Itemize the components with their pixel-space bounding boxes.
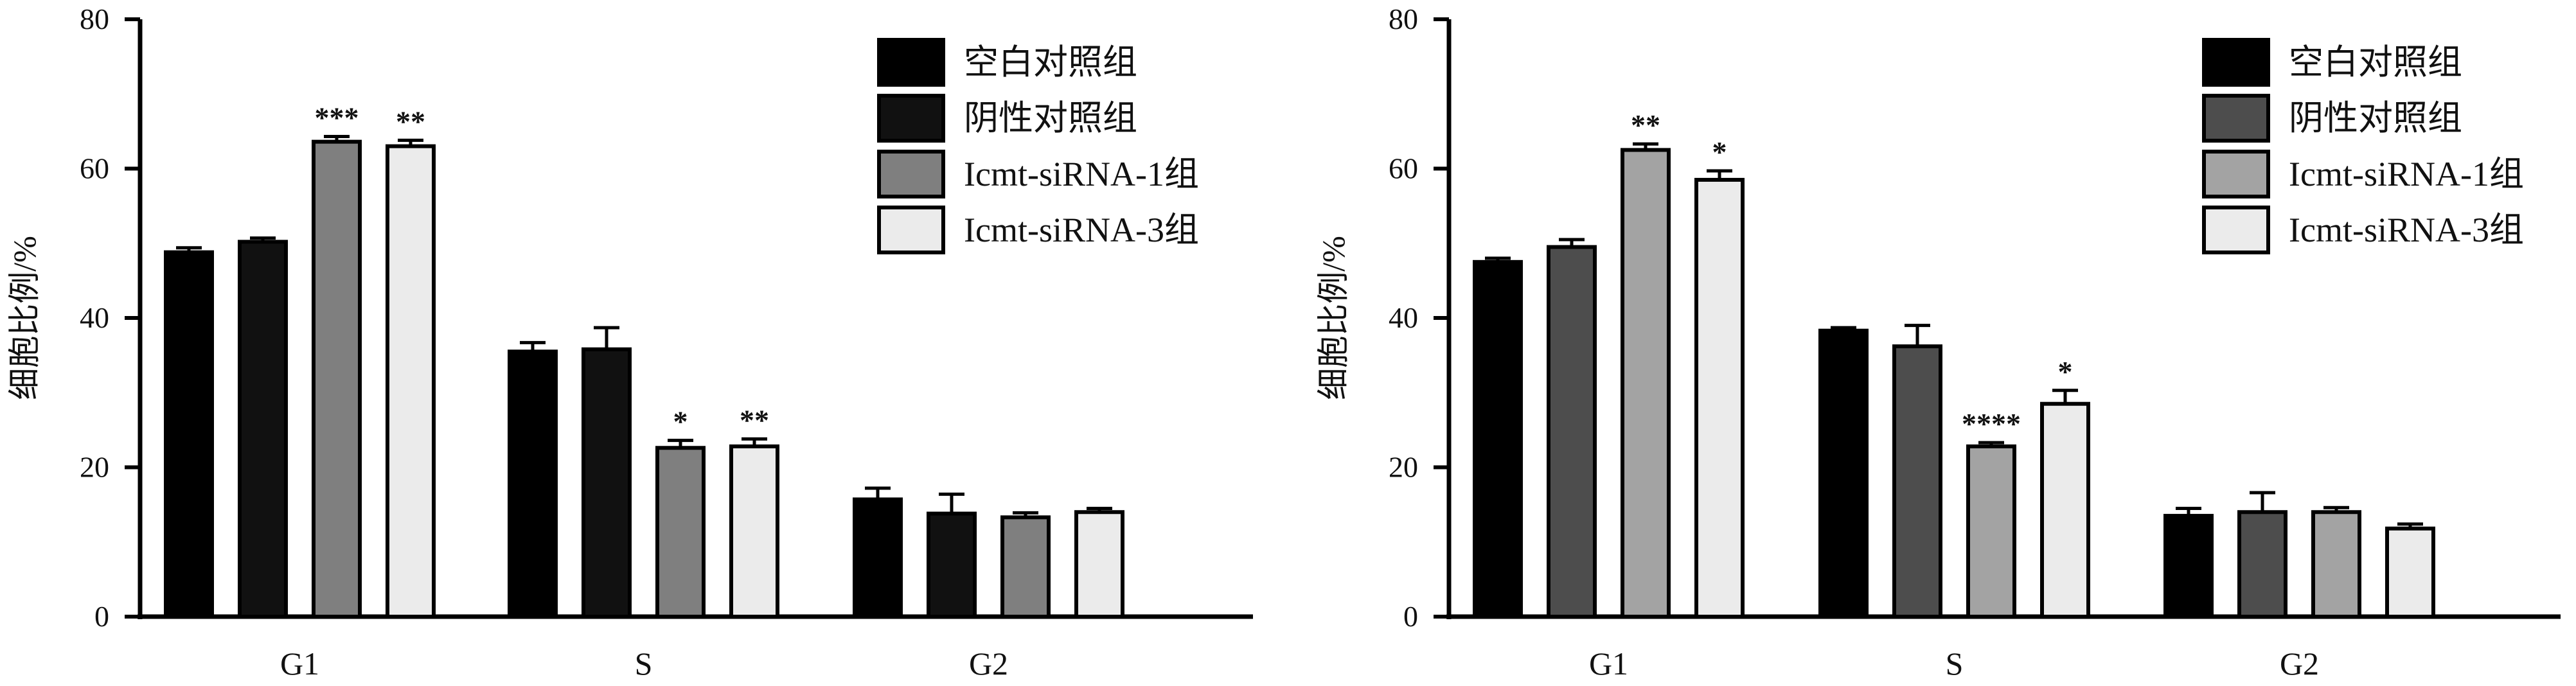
- bar: [2163, 514, 2214, 619]
- x-category-label: G2: [2280, 646, 2319, 682]
- legend-label: 阴性对照组: [2289, 99, 2462, 137]
- y-tick-label: 80: [80, 3, 109, 35]
- legend-swatch: [2202, 38, 2270, 87]
- legend-label: Icmt-siRNA-3组: [2289, 211, 2524, 249]
- legend-swatch: [877, 150, 945, 198]
- bar: [2237, 510, 2287, 619]
- legend-label: 阴性对照组: [964, 99, 1137, 137]
- bar: [655, 446, 706, 619]
- bar: [508, 349, 558, 619]
- x-category-label: S: [1946, 646, 1964, 682]
- y-tick-label: 40: [1389, 301, 1418, 334]
- y-axis-title: 细胞比例/%: [6, 236, 42, 400]
- bar: [1694, 177, 1745, 619]
- bar: [2311, 510, 2361, 619]
- significance-label: ****: [1962, 407, 2021, 440]
- x-category-label: G1: [280, 646, 319, 682]
- bar: [729, 444, 779, 619]
- y-tick-label: 60: [1389, 152, 1418, 185]
- y-tick-label: 20: [1389, 451, 1418, 484]
- significance-label: *: [673, 405, 688, 438]
- bar: [927, 511, 977, 619]
- legend-swatch: [877, 94, 945, 143]
- bar: [1892, 344, 1942, 619]
- y-tick-label: 20: [80, 451, 109, 484]
- x-category-label: G1: [1589, 646, 1628, 682]
- legend-label: Icmt-siRNA-3组: [964, 211, 1199, 249]
- bar: [1966, 444, 2016, 619]
- significance-label: *: [1712, 136, 1727, 168]
- bar: [238, 240, 288, 619]
- significance-label: **: [740, 403, 769, 436]
- bar: [1818, 328, 1869, 619]
- y-tick-label: 0: [1403, 600, 1418, 633]
- bar: [1000, 515, 1051, 619]
- x-category-label: G2: [969, 646, 1008, 682]
- legend-label: Icmt-siRNA-1组: [964, 155, 1199, 193]
- legend-label: 空白对照组: [964, 43, 1137, 82]
- legend-label: Icmt-siRNA-1组: [2289, 155, 2524, 193]
- legend-label: 空白对照组: [2289, 43, 2462, 82]
- bar: [1547, 245, 1597, 619]
- significance-label: ***: [315, 101, 359, 134]
- y-tick-label: 60: [80, 152, 109, 185]
- bar: [853, 497, 903, 619]
- significance-label: **: [396, 105, 425, 137]
- bar: [386, 144, 436, 619]
- legend-swatch: [2202, 206, 2270, 254]
- significance-label: **: [1631, 109, 1660, 141]
- y-axis-title: 细胞比例/%: [1315, 236, 1351, 400]
- x-category-label: S: [635, 646, 653, 682]
- y-tick-label: 40: [80, 301, 109, 334]
- bar: [2385, 526, 2435, 619]
- bar: [1473, 259, 1523, 619]
- y-tick-label: 80: [1389, 3, 1418, 35]
- legend-swatch: [877, 38, 945, 87]
- legend-swatch: [877, 206, 945, 254]
- y-tick-label: 0: [94, 600, 109, 633]
- bar: [312, 139, 362, 619]
- bar: [2040, 401, 2090, 619]
- bar: [164, 250, 214, 619]
- legend-swatch: [2202, 150, 2270, 198]
- bar: [1074, 510, 1124, 619]
- legend-swatch: [2202, 94, 2270, 143]
- bar: [1621, 148, 1671, 619]
- bar: [582, 347, 632, 619]
- significance-label: *: [2058, 355, 2073, 388]
